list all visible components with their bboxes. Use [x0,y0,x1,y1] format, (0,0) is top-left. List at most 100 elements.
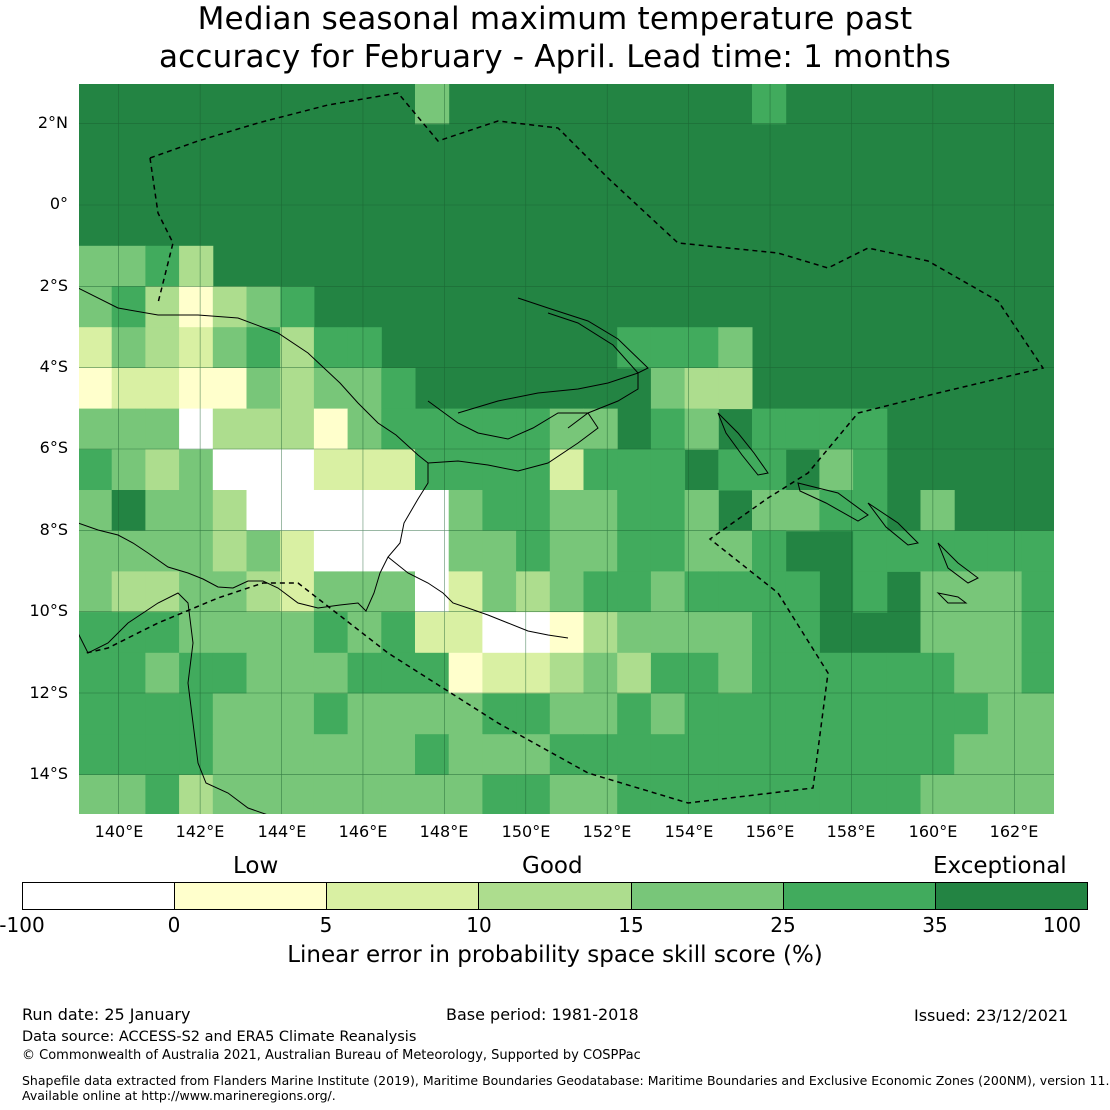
cape-york [78,592,269,815]
skill-cell [718,734,753,776]
skill-cell [617,774,652,815]
skill-cell [78,286,113,328]
skill-cell [684,693,719,735]
skill-cell [954,734,989,776]
skill-cell [448,734,483,776]
skill-cell [347,693,382,735]
issued-date: Issued: 23/12/2021 [914,1006,1069,1025]
new-guinea-coast [78,287,429,612]
colorbar-seg-25-35 [783,883,936,909]
skill-cell [920,774,955,815]
skill-cell [650,327,686,369]
skill-cell [718,693,753,735]
lon-label-156e: 156°E [745,822,795,841]
skill-cell [516,571,551,613]
skill-cell [1021,571,1055,613]
skill-cell [684,367,719,410]
colorbar-seg-0-5 [175,883,328,909]
title-line-2: accuracy for February - April. Lead time… [158,39,952,75]
papuan-peninsula [387,556,569,639]
solomon-chain-4 [936,592,968,604]
skill-cell [718,327,753,369]
skill-cell [111,327,146,369]
skill-cell [347,530,382,572]
skill-cell [246,652,281,694]
skill-cell [819,774,854,815]
skill-cell [718,652,753,694]
skill-cell [280,286,315,328]
skill-cell [111,612,146,654]
skill-cell [650,367,686,410]
skill-cell [347,652,382,694]
skill-cell [111,571,146,613]
coastlines [78,287,979,815]
skill-cell [785,693,820,735]
skill-cell [954,571,989,613]
skill-cell [246,612,281,654]
skill-cell [886,530,921,572]
lon-label-154e: 154°E [664,822,714,841]
colorbar-seg-15-25 [631,883,784,909]
lat-label-14s: 14°S [29,764,68,783]
skill-cell [212,652,247,694]
skill-cell [853,530,888,572]
skill-cell [819,652,854,694]
lon-label-146e: 146°E [338,822,388,841]
skill-cell [415,612,450,654]
skill-cell [212,693,247,735]
skill-cell [516,693,551,735]
skill-cell [280,652,315,694]
category-low: Low [233,853,279,879]
skill-cell [853,652,888,694]
skill-cell [886,774,921,815]
skill-cell [954,530,989,572]
skill-cell [313,734,349,776]
skill-cell [448,571,483,613]
skill-cell [987,734,1023,776]
map-gridlines [78,83,1055,815]
skill-cell [819,408,854,450]
skill-cell [549,449,584,491]
category-good: Good [522,853,583,879]
skill-cell [752,530,787,572]
skill-cell [111,367,146,410]
skill-cell [179,408,214,450]
skill-cell [752,449,787,491]
skill-cell [179,286,214,328]
skill-cell [583,734,618,776]
skill-cell [853,734,888,776]
skill-cell [920,734,955,776]
skill-cell [1021,693,1055,735]
skill-cell [246,530,281,572]
skill-cell [246,693,281,735]
skill-cell [313,490,349,532]
skill-cell [78,245,113,287]
lon-label-148e: 148°E [419,822,469,841]
skill-cell [650,408,686,450]
skill-cell [347,490,382,532]
skill-cell [987,652,1023,694]
skill-cell [415,652,450,694]
skill-cell [280,612,315,654]
skill-cell [684,652,719,694]
skill-cell [212,530,247,572]
skill-cell [78,571,113,613]
title-line-1: Median seasonal maximum temperature past [197,1,913,37]
skill-cell [145,490,180,532]
skill-cell [954,774,989,815]
skill-cell [381,490,416,532]
skill-cell [212,571,247,613]
skill-cell [920,693,955,735]
lon-label-144e: 144°E [257,822,307,841]
skill-cell [987,530,1023,572]
colorbar-tick-neg100: -100 [0,913,45,937]
skill-cell [415,774,450,815]
lat-label-2s: 2°S [39,276,68,295]
skill-cell [954,693,989,735]
skill-cell [246,774,281,815]
skill-cell [819,449,854,491]
skill-cell [347,449,382,491]
skill-cell [78,530,113,572]
skill-cells [78,83,1055,815]
skill-cell [549,530,584,572]
